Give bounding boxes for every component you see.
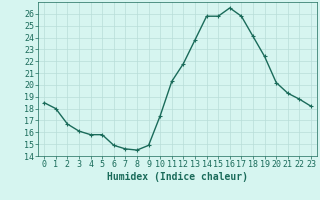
X-axis label: Humidex (Indice chaleur): Humidex (Indice chaleur) bbox=[107, 172, 248, 182]
